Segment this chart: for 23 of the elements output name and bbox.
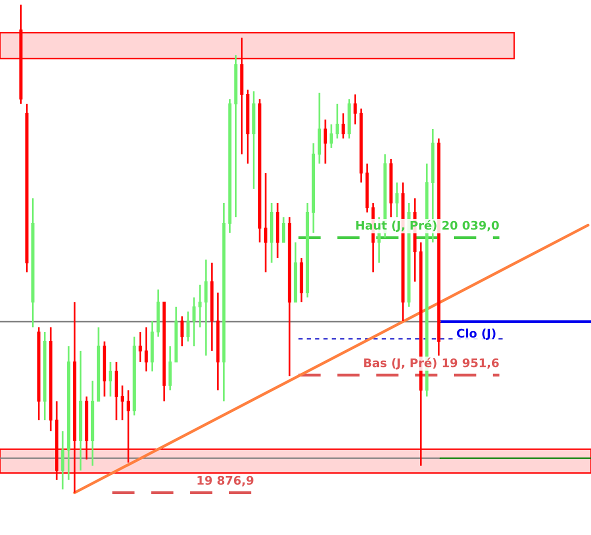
- candlestick: [168, 345, 172, 392]
- candlestick: [264, 172, 268, 274]
- ref-line-label: Clo (J): [456, 328, 496, 340]
- candlestick: [138, 331, 142, 363]
- ref-line-label: Haut (J, Pré) 20 039,0: [356, 220, 499, 232]
- ref-line-label: 19 876,9: [198, 476, 254, 486]
- candlestick: [186, 310, 190, 342]
- candlestick: [198, 284, 202, 328]
- candlestick: [330, 123, 333, 149]
- candlestick: [395, 182, 399, 218]
- candlestick: [204, 258, 208, 356]
- candlestick: [108, 361, 112, 398]
- candlestick: [192, 296, 196, 348]
- ref-line-label: Bas (J, Pré) 19 951,6: [364, 358, 499, 370]
- candlestick: [144, 326, 148, 372]
- candlestick: [61, 430, 64, 490]
- candlestick: [324, 118, 327, 164]
- candlestick: [354, 94, 357, 126]
- candlestick: [180, 315, 184, 348]
- candlestick: [282, 216, 286, 244]
- candlestick: [336, 103, 339, 140]
- candlestick: [120, 384, 124, 421]
- candlestick: [342, 112, 345, 140]
